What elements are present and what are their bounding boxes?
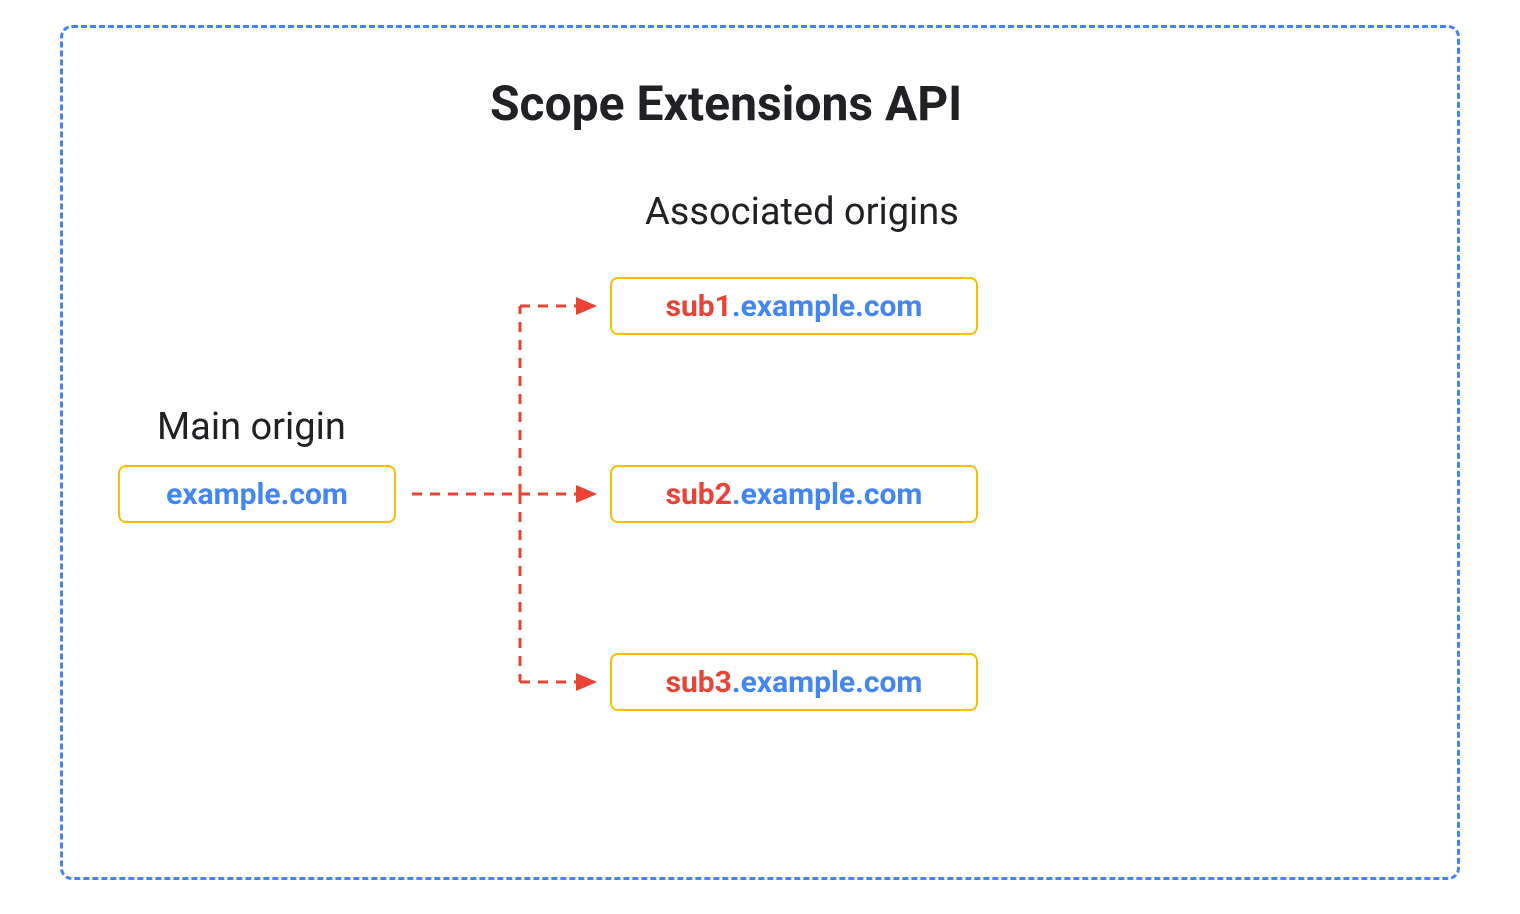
domain-text: sub1 bbox=[666, 289, 732, 324]
associated-origin-box: sub2.example.com bbox=[610, 465, 978, 523]
domain-text: sub2 bbox=[666, 477, 732, 512]
diagram-title: Scope Extensions API bbox=[490, 75, 962, 132]
domain-text: .example.com bbox=[732, 665, 922, 700]
domain-text: .example.com bbox=[732, 477, 922, 512]
domain-text: .example.com bbox=[732, 289, 922, 324]
domain-text: example.com bbox=[166, 477, 348, 512]
main-origin-label: Main origin bbox=[157, 405, 346, 449]
diagram-container bbox=[60, 25, 1460, 880]
main-origin-box: example.com bbox=[118, 465, 396, 523]
associated-origin-box: sub3.example.com bbox=[610, 653, 978, 711]
domain-text: sub3 bbox=[666, 665, 732, 700]
associated-origin-box: sub1.example.com bbox=[610, 277, 978, 335]
associated-origins-label: Associated origins bbox=[645, 190, 959, 234]
